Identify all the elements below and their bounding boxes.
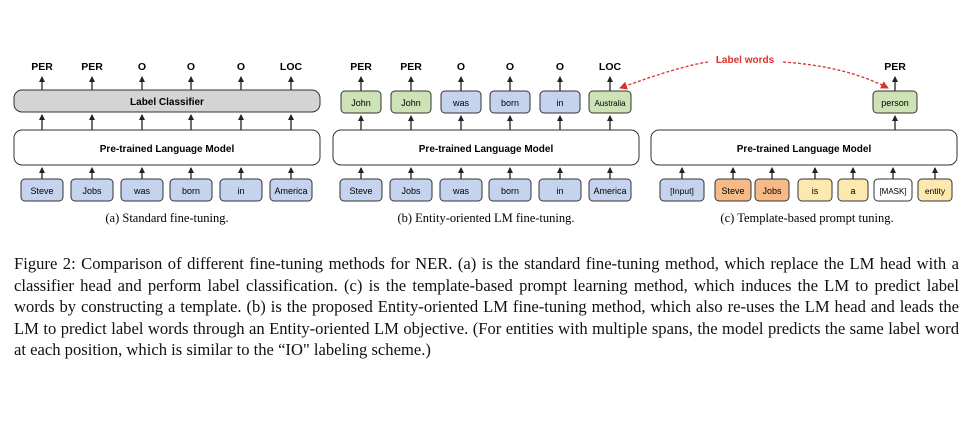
input-token bbox=[120, 178, 164, 202]
panel-b-top-arrows bbox=[358, 76, 613, 91]
subcaption-b: (b) Entity-oriented LM fine-tuning. bbox=[397, 211, 574, 225]
input-token bbox=[70, 178, 114, 202]
input-token-text: America bbox=[274, 186, 307, 196]
input-token bbox=[269, 178, 313, 202]
input-token-text: in bbox=[237, 186, 244, 196]
input-token-text: born bbox=[501, 186, 519, 196]
panel-b-output-label: O bbox=[556, 61, 564, 73]
input-token bbox=[219, 178, 263, 202]
output-token-text: person bbox=[881, 98, 909, 108]
panel-a-mid-arrows bbox=[39, 114, 294, 130]
input-token-text: Jobs bbox=[401, 186, 421, 196]
output-token-text: Australia bbox=[594, 99, 626, 108]
input-token-text: born bbox=[182, 186, 200, 196]
entity-token bbox=[714, 178, 752, 202]
input-token-text: in bbox=[556, 186, 563, 196]
panel-a-output-label: O bbox=[237, 61, 245, 73]
input-token-text: Steve bbox=[721, 186, 744, 196]
figure-caption: Figure 2: Comparison of different fine-t… bbox=[14, 253, 959, 361]
input-token bbox=[488, 178, 532, 202]
panel-b-mid-arrows bbox=[358, 115, 613, 130]
output-token-text: born bbox=[501, 98, 519, 108]
panel-c-lm-label: Pre-trained Language Model bbox=[737, 144, 872, 155]
input-token-text: a bbox=[850, 186, 855, 196]
label-words-arrow-right bbox=[782, 61, 889, 89]
panel-a-lm-box bbox=[13, 129, 321, 166]
panel-c: PER person Pre-trained Language Model [I… bbox=[650, 61, 958, 225]
mask-token bbox=[873, 178, 913, 202]
input-token-text: Jobs bbox=[82, 186, 102, 196]
panel-a-lm-label: Pre-trained Language Model bbox=[100, 144, 235, 155]
panel-a-output-label: O bbox=[138, 61, 146, 73]
label-classifier-box bbox=[13, 89, 321, 113]
panel-b-bottom-arrows bbox=[358, 167, 613, 179]
input-token-text: entity bbox=[925, 186, 946, 196]
label-word-token bbox=[390, 90, 432, 114]
panel-b-output-label: O bbox=[506, 61, 514, 73]
input-placeholder-token bbox=[659, 178, 705, 202]
template-token bbox=[797, 178, 833, 202]
label-word-token bbox=[340, 90, 382, 114]
panel-c-lm-box bbox=[650, 129, 958, 166]
template-token bbox=[917, 178, 953, 202]
panel-a-output-label: O bbox=[187, 61, 195, 73]
panel-a-output-label: PER bbox=[81, 61, 103, 73]
input-token bbox=[339, 178, 383, 202]
input-token bbox=[538, 178, 582, 202]
output-token-text: John bbox=[401, 98, 421, 108]
figure-diagram: PER PER O O O LOC Label Classifier Pre bbox=[13, 55, 958, 225]
panel-b-output-label: O bbox=[457, 61, 465, 73]
input-token-text: was bbox=[452, 186, 470, 196]
panel-a-bottom-arrows bbox=[39, 167, 294, 179]
input-token bbox=[389, 178, 433, 202]
panel-b: PER PER O O O LOC John John was born in … bbox=[332, 61, 640, 225]
label-word-token bbox=[872, 90, 918, 114]
figure-caption-text: Figure 2: Comparison of different fine-t… bbox=[14, 254, 959, 359]
subcaption-a: (a) Standard fine-tuning. bbox=[105, 211, 228, 225]
word-token bbox=[489, 90, 531, 114]
template-token bbox=[837, 178, 869, 202]
input-token bbox=[169, 178, 213, 202]
input-token-text: Jobs bbox=[762, 186, 782, 196]
panel-b-lm-box bbox=[332, 129, 640, 166]
input-token-text: is bbox=[812, 186, 819, 196]
output-token-text: was bbox=[452, 98, 470, 108]
panel-a-output-label: LOC bbox=[280, 61, 303, 73]
label-words-arrow-left bbox=[619, 61, 709, 90]
label-words-annotation: Label words bbox=[619, 55, 889, 90]
word-token bbox=[539, 90, 581, 114]
input-token-text: Steve bbox=[349, 186, 372, 196]
entity-token bbox=[754, 178, 790, 202]
subcaption-c: (c) Template-based prompt tuning. bbox=[720, 211, 893, 225]
label-word-token bbox=[588, 90, 632, 114]
panel-a: PER PER O O O LOC Label Classifier Pre bbox=[13, 61, 321, 225]
output-token-text: in bbox=[556, 98, 563, 108]
input-token-text: [Input] bbox=[670, 186, 694, 196]
panel-b-output-label: PER bbox=[350, 61, 372, 73]
panel-a-top-arrows bbox=[39, 76, 294, 90]
input-token-text: [MASK] bbox=[879, 187, 906, 196]
input-token-text: America bbox=[593, 186, 626, 196]
panel-a-output-label: PER bbox=[31, 61, 53, 73]
label-words-text: Label words bbox=[716, 55, 775, 66]
input-token-text: Steve bbox=[30, 186, 53, 196]
input-token bbox=[588, 178, 632, 202]
output-token-text: John bbox=[351, 98, 371, 108]
label-classifier-label: Label Classifier bbox=[130, 97, 204, 108]
panel-c-output-label: PER bbox=[884, 61, 906, 73]
word-token bbox=[440, 90, 482, 114]
input-token bbox=[20, 178, 64, 202]
input-token-text: was bbox=[133, 186, 151, 196]
panel-c-bottom-arrows bbox=[679, 167, 938, 179]
panel-b-output-label: LOC bbox=[599, 61, 622, 73]
panel-b-output-label: PER bbox=[400, 61, 422, 73]
panel-b-lm-label: Pre-trained Language Model bbox=[419, 144, 554, 155]
input-token bbox=[439, 178, 483, 202]
